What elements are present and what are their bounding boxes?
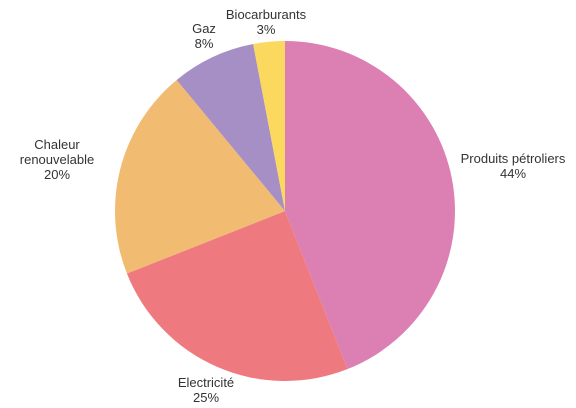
- pie-label-value: 3%: [257, 22, 276, 37]
- pie-slice-produits-petroliers: [285, 41, 455, 370]
- pie-label-produits-petroliers: Produits pétroliers 44%: [461, 151, 566, 181]
- pie-label-value: 8%: [195, 36, 214, 51]
- pie-label-text: Produits pétroliers: [461, 151, 566, 166]
- pie-label-electricite: Electricité 25%: [178, 375, 234, 405]
- pie-label-value: 20%: [44, 167, 70, 182]
- pie-slice-gaz: [176, 44, 285, 212]
- pie-label-value: 25%: [193, 390, 219, 405]
- pie-label-text: Gaz: [192, 21, 216, 36]
- pie-label-text: Chaleur: [34, 137, 80, 152]
- pie-label-text: Electricité: [178, 375, 234, 390]
- pie-slice-biocarburants: [253, 41, 285, 211]
- pie-label-text: renouvelable: [20, 152, 94, 167]
- pie-label-chaleur-renouvelable: Chaleur renouvelable 20%: [20, 137, 94, 182]
- pie-label-value: 44%: [500, 166, 526, 181]
- pie-slice-electricite: [126, 211, 348, 381]
- pie-label-biocarburants: Biocarburants 3%: [226, 7, 307, 37]
- pie-labels: Produits pétroliers 44% Electricité 25% Chal…: [20, 7, 566, 405]
- pie-label-gaz: Gaz 8%: [192, 21, 216, 51]
- pie-label-text: Biocarburants: [226, 7, 307, 22]
- pie-slice-chaleur-renouvelable: [115, 80, 285, 274]
- pie-slices: [115, 41, 455, 381]
